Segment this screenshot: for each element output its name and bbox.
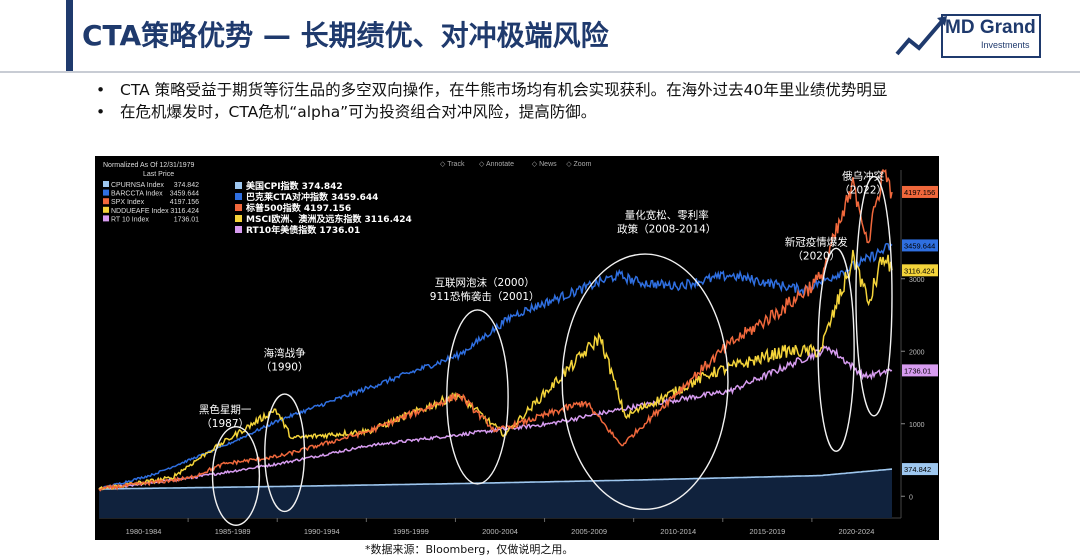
- last-value-label: 4197.156: [904, 188, 935, 197]
- y-tick-label: 3000: [909, 277, 925, 284]
- legend-swatch: [103, 181, 109, 187]
- x-tick-label: 2015-2019: [749, 527, 785, 536]
- legend-swatch: [103, 198, 109, 205]
- toolbar-item: ◇ Zoom: [566, 161, 591, 168]
- event-label: （2022）: [839, 184, 887, 196]
- legend-series-label: MSCI欧洲、澳洲及远东指数 3116.424: [246, 213, 412, 225]
- toolbar-item: ◇ News: [532, 161, 557, 168]
- bullet-list: • CTA 策略受益于期货等衍生品的多空双向操作，在牛熊市场均有机会实现获利。在…: [96, 80, 976, 124]
- last-value-label: 3116.424: [904, 266, 935, 275]
- legend-ticker: BARCCTA Index: [111, 191, 163, 198]
- event-ellipse: [211, 425, 261, 526]
- y-tick-label: 0: [909, 494, 913, 501]
- performance-chart: 0 1000 2000 3000 4197.156 3459.644 3116.424 173…: [95, 156, 939, 540]
- x-tick-label: 2010-2014: [660, 527, 696, 536]
- logo-text: MD Grand: [945, 17, 1036, 38]
- event-label: （1987）: [201, 418, 249, 430]
- x-axis-band: [95, 520, 939, 540]
- last-price-label: Last Price: [143, 171, 174, 178]
- legend-swatch: [103, 189, 109, 196]
- title-bar: CTA策略优势 — 长期绩优、对冲极端风险 MD Grand Investmen…: [0, 0, 1080, 73]
- event-label: 政策（2008-2014）: [617, 223, 716, 236]
- series-area-cpi: [99, 469, 892, 518]
- normalized-note: Normalized As Of 12/31/1979: [103, 162, 195, 169]
- event-label: 黑色星期一: [199, 403, 252, 416]
- last-value-tag: [902, 463, 938, 476]
- toolbar-item: ◇ Track: [440, 161, 465, 168]
- last-value-tag: [902, 239, 938, 252]
- toolbar-item: ◇ Annotate: [479, 161, 514, 168]
- event-label: 量化宽松、零利率: [625, 209, 709, 222]
- bullet-item: • CTA 策略受益于期货等衍生品的多空双向操作，在牛熊市场均有机会实现获利。在…: [96, 80, 976, 100]
- x-tick-label: 2005-2009: [571, 527, 607, 536]
- event-label: 911恐怖袭击（2001）: [430, 290, 540, 303]
- legend-value: 374.842: [174, 182, 199, 189]
- last-value-tag: [902, 264, 938, 277]
- legend-swatch: [235, 215, 242, 222]
- event-ellipse: [264, 393, 306, 513]
- legend-swatch: [103, 215, 109, 222]
- last-value-tag: [902, 364, 938, 377]
- legend-swatch: [235, 182, 242, 189]
- series-line-msci-eafe: [98, 249, 893, 491]
- legend-value: 3459.644: [170, 191, 199, 198]
- x-tick-label: 2020-2024: [839, 527, 875, 536]
- legend-value: 1736.01: [174, 216, 199, 223]
- bullet-text: 在危机爆发时，CTA危机“alpha”可为投资组合对冲风险，提高防御。: [120, 103, 597, 121]
- x-tick-label: 1985-1989: [215, 527, 251, 536]
- x-tick-label: 2000-2004: [482, 527, 518, 536]
- last-value-tag: [902, 185, 938, 198]
- bullet-marker: •: [96, 81, 106, 99]
- y-tick-label: 2000: [909, 349, 925, 356]
- y-tick-label: 1000: [909, 422, 925, 429]
- event-label: 俄乌冲突: [842, 169, 884, 182]
- bullet-item: • 在危机爆发时，CTA危机“alpha”可为投资组合对冲风险，提高防御。: [96, 102, 976, 122]
- legend-series-label: 巴克莱CTA对冲指数 3459.644: [246, 191, 378, 203]
- title-divider: [0, 71, 1080, 73]
- legend-ticker: SPX Index: [111, 199, 145, 206]
- company-logo: MD Grand Investments: [893, 14, 1043, 58]
- legend-series-label: RT10年美债指数 1736.01: [246, 224, 360, 236]
- series-line-barclays-cta: [98, 242, 893, 491]
- legend-swatch: [235, 193, 242, 200]
- legend-swatch: [235, 226, 242, 233]
- legend-series-label: 美国CPI指数 374.842: [246, 180, 343, 192]
- source-note: *数据来源：Bloomberg，仅做说明之用。: [365, 543, 574, 556]
- bullet-text: CTA 策略受益于期货等衍生品的多空双向操作，在牛熊市场均有机会实现获利。在海外…: [120, 81, 888, 99]
- logo-subtext: Investments: [981, 40, 1030, 50]
- legend-ticker: RT 10 Index: [111, 216, 149, 223]
- event-ellipse: [446, 309, 509, 485]
- event-ellipse: [561, 253, 729, 510]
- event-label: 新冠疫情爆发: [785, 235, 848, 248]
- x-tick-label: 1990-1994: [304, 527, 340, 536]
- event-ellipse: [817, 247, 855, 453]
- series-line-cpi: [99, 468, 893, 490]
- legend-value: 4197.156: [170, 199, 199, 206]
- event-label: （1990）: [261, 361, 309, 373]
- last-value-label: 374.842: [904, 465, 931, 474]
- bullet-marker: •: [96, 103, 106, 121]
- x-tick-label: 1980-1984: [126, 527, 162, 536]
- legend-value: 3116.424: [170, 208, 199, 215]
- series-line-rt10: [98, 344, 893, 490]
- legend-ticker: CPURNSA Index: [111, 182, 164, 189]
- legend-ticker: NDDUEAFE Index: [111, 208, 169, 215]
- logo-box: [941, 14, 1041, 58]
- legend-swatch: [103, 206, 109, 213]
- event-label: 海湾战争: [264, 346, 306, 359]
- series-line-spx: [98, 168, 893, 492]
- event-label: （2020）: [792, 250, 840, 262]
- event-label: 互联网泡沫（2000）: [435, 276, 535, 289]
- x-tick-label: 1995-1999: [393, 527, 429, 536]
- last-value-label: 3459.644: [904, 241, 935, 250]
- event-ellipse: [855, 175, 893, 417]
- chart-svg: 01000200030004197.1563459.6443116.424173…: [95, 156, 939, 540]
- title-accent-bar: [66, 0, 73, 72]
- legend-swatch: [235, 204, 242, 211]
- legend-series-label: 标普500指数 4197.156: [245, 202, 351, 214]
- page-title: CTA策略优势 — 长期绩优、对冲极端风险: [82, 19, 609, 52]
- last-value-label: 1736.01: [904, 366, 931, 375]
